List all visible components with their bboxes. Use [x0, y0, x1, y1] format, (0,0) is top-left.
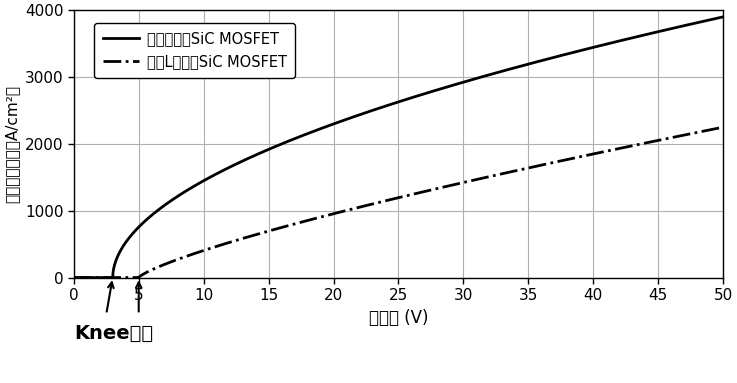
传统L型基区SiC MOSFET — [581, 153, 590, 158]
本发明实例SiC MOSFET — [700, 19, 709, 23]
本发明实例SiC MOSFET — [581, 47, 590, 52]
传统L型基区SiC MOSFET — [700, 129, 709, 133]
传统L型基区SiC MOSFET — [719, 125, 727, 129]
本发明实例SiC MOSFET — [69, 275, 78, 280]
Legend: 本发明实例SiC MOSFET, 传统L型基区SiC MOSFET: 本发明实例SiC MOSFET, 传统L型基区SiC MOSFET — [94, 23, 296, 78]
传统L型基区SiC MOSFET — [368, 202, 377, 206]
本发明实例SiC MOSFET — [699, 19, 708, 23]
传统L型基区SiC MOSFET — [385, 198, 394, 202]
本发明实例SiC MOSFET — [385, 103, 394, 107]
本发明实例SiC MOSFET — [102, 275, 111, 280]
传统L型基区SiC MOSFET — [102, 275, 111, 280]
本发明实例SiC MOSFET — [368, 108, 377, 113]
Line: 本发明实例SiC MOSFET: 本发明实例SiC MOSFET — [74, 17, 723, 278]
传统L型基区SiC MOSFET — [699, 129, 708, 133]
本发明实例SiC MOSFET — [719, 15, 727, 19]
Y-axis label: 漏极电流密度（A/cm²）: 漏极电流密度（A/cm²） — [4, 85, 19, 203]
X-axis label: 漏电压 (V): 漏电压 (V) — [368, 309, 428, 327]
Line: 传统L型基区SiC MOSFET: 传统L型基区SiC MOSFET — [74, 127, 723, 278]
Text: Knee电压: Knee电压 — [74, 324, 153, 344]
传统L型基区SiC MOSFET — [69, 275, 78, 280]
